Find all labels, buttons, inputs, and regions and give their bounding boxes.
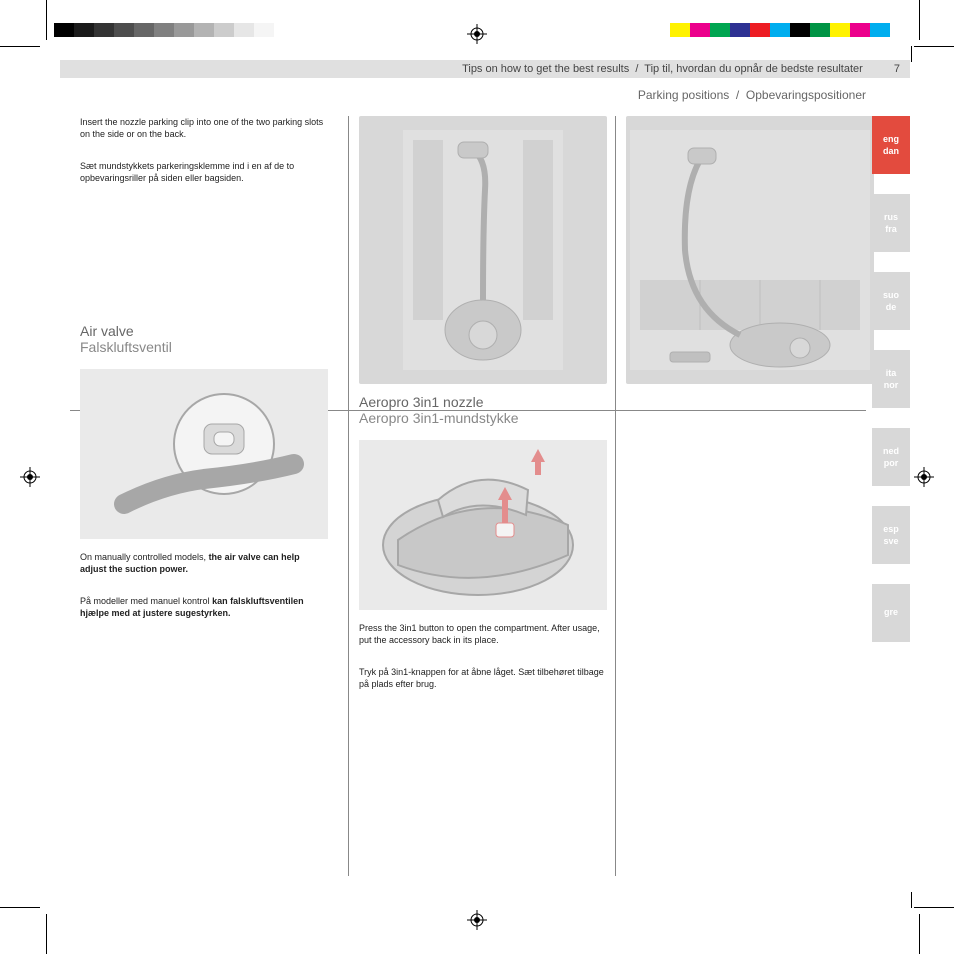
swatch [74, 23, 94, 37]
column-2: Aeropro 3in1 nozzle Aeropro 3in1-mundsty… [348, 116, 616, 876]
registration-mark-icon [20, 467, 40, 487]
crop-mark [914, 907, 954, 908]
swatch [54, 23, 74, 37]
air-valve-illustration [80, 369, 328, 539]
registration-mark-icon [914, 467, 934, 487]
registration-mark-icon [467, 910, 487, 930]
col2-text-da: Tryk på 3in1-knappen for at åbne låget. … [359, 666, 605, 690]
header-bar: Tips on how to get the best results / Ti… [60, 60, 910, 78]
swatch [154, 23, 174, 37]
language-tab-label: dan [883, 146, 899, 156]
swatch [670, 23, 690, 37]
subheader: Parking positions / Opbevaringspositione… [60, 78, 910, 116]
swatch [234, 23, 254, 37]
column-1: Insert the nozzle parking clip into one … [70, 116, 338, 639]
col1-section-title-da: Falskluftsventil [80, 339, 328, 355]
col1-text2-da-pre: På modeller med manuel kontrol [80, 596, 212, 606]
grayscale-bar [54, 23, 294, 37]
col1-text-da: Sæt mundstykkets parkeringsklemme ind i … [80, 160, 328, 184]
language-tab[interactable]: ned por [872, 428, 910, 486]
language-tab-label: sve [883, 536, 898, 546]
language-tab-label: nor [884, 380, 899, 390]
swatch [214, 23, 234, 37]
col2-text-en: Press the 3in1 button to open the compar… [359, 622, 605, 646]
col1-text2-da: På modeller med manuel kontrol kan falsk… [80, 595, 328, 619]
swatch [790, 23, 810, 37]
language-tab-label: de [886, 302, 897, 312]
crop-mark [911, 46, 912, 62]
language-tab[interactable]: esp sve [872, 506, 910, 564]
swatch [770, 23, 790, 37]
swatch [274, 23, 294, 37]
language-tab-label: ita [886, 368, 897, 378]
swatch [830, 23, 850, 37]
col1-text2-en-pre: On manually controlled models, [80, 552, 209, 562]
page-number: 7 [894, 63, 900, 75]
swatch [94, 23, 114, 37]
col1-text-en: Insert the nozzle parking clip into one … [80, 116, 328, 140]
crop-mark [911, 892, 912, 908]
crop-mark [919, 914, 920, 954]
language-tab[interactable]: rus fra [872, 194, 910, 252]
swatch [890, 23, 910, 37]
language-tab[interactable]: eng dan [872, 116, 910, 174]
language-tab[interactable]: suo de [872, 272, 910, 330]
header-title-en: Tips on how to get the best results [462, 63, 629, 75]
language-tab-label: suo [883, 290, 899, 300]
swatch [730, 23, 750, 37]
crop-mark [46, 914, 47, 954]
crop-mark [0, 907, 40, 908]
language-tab[interactable]: ita nor [872, 350, 910, 408]
swatch [174, 23, 194, 37]
registration-mark-icon [467, 24, 487, 44]
page-content: Tips on how to get the best results / Ti… [60, 60, 910, 894]
swatch [750, 23, 770, 37]
subheader-en: Parking positions [638, 88, 729, 102]
color-bar [670, 23, 910, 37]
language-tab-label: rus [884, 212, 898, 222]
parking-photo-horizontal [626, 116, 874, 384]
col2-section-title-da: Aeropro 3in1-mundstykke [359, 410, 605, 426]
swatch [194, 23, 214, 37]
column-3 [616, 116, 884, 394]
language-tabs: eng dan rus fra suo de ita nor ned por esp sve gre [872, 116, 910, 662]
swatch [810, 23, 830, 37]
language-tab-label: fra [885, 224, 897, 234]
language-tab-label: eng [883, 134, 899, 144]
col2-section-title-en: Aeropro 3in1 nozzle [359, 394, 605, 410]
nozzle-illustration [359, 440, 607, 610]
language-tab-label: gre [884, 607, 898, 617]
crop-mark [46, 0, 47, 40]
swatch [710, 23, 730, 37]
crop-mark [919, 0, 920, 40]
col1-text2-en: On manually controlled models, the air v… [80, 551, 328, 575]
header-title-da: Tip til, hvordan du opnår de bedste resu… [644, 63, 863, 75]
language-tab-label: por [884, 458, 899, 468]
subheader-da: Opbevaringspositioner [746, 88, 866, 102]
swatch [850, 23, 870, 37]
swatch [114, 23, 134, 37]
language-tab-label: esp [883, 524, 899, 534]
crop-mark [914, 46, 954, 47]
swatch [690, 23, 710, 37]
swatch [134, 23, 154, 37]
swatch [870, 23, 890, 37]
col1-section-title-en: Air valve [80, 323, 328, 339]
swatch [254, 23, 274, 37]
parking-photo-vertical [359, 116, 607, 384]
language-tab-label: ned [883, 446, 899, 456]
crop-mark [0, 46, 40, 47]
language-tab[interactable]: gre [872, 584, 910, 642]
